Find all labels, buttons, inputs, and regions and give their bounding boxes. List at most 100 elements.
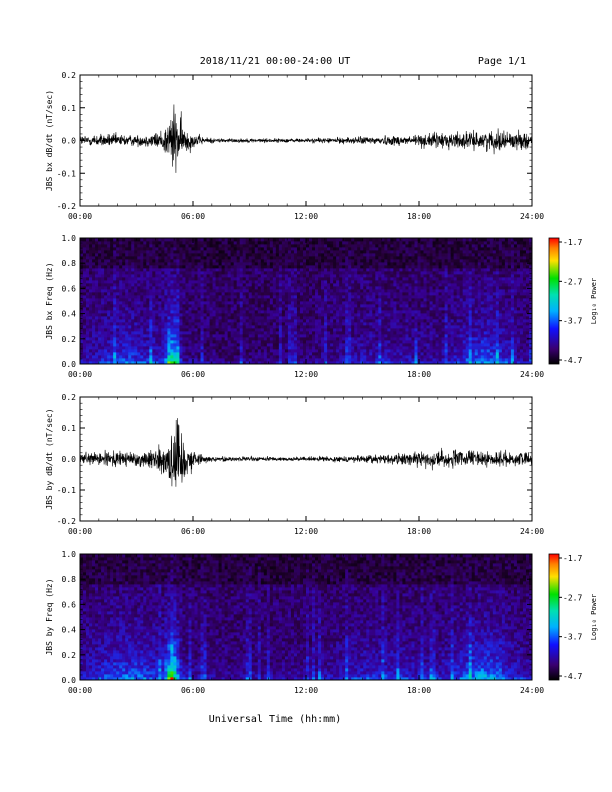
heatmap-cell (378, 280, 382, 284)
heatmap-cell (414, 244, 418, 248)
heatmap-cell (281, 256, 286, 260)
heatmap-cell (197, 250, 201, 254)
heatmap-cell (170, 274, 174, 278)
heatmap-cell (345, 310, 349, 314)
heatmap-cell (113, 310, 117, 314)
heatmap-cell (239, 340, 244, 344)
heatmap-cell (384, 334, 388, 338)
heatmap-cell (348, 355, 352, 359)
heatmap-cell (269, 322, 274, 326)
heatmap-cell (284, 322, 289, 326)
heatmap-cell (342, 253, 346, 257)
heatmap-cell (221, 295, 226, 299)
heatmap-cell (101, 331, 105, 335)
heatmap-cell (405, 343, 409, 347)
heatmap-cell (209, 256, 213, 260)
heatmap-cell (191, 271, 195, 275)
heatmap-cell (251, 331, 256, 335)
heatmap-cell (110, 307, 114, 311)
heatmap-cell (164, 241, 168, 245)
heatmap-cell (221, 244, 226, 248)
heatmap-cell (86, 292, 90, 296)
heatmap-cell (336, 259, 340, 263)
heatmap-cell (92, 286, 96, 290)
heatmap-cell (86, 295, 90, 299)
heatmap-cell (98, 289, 102, 293)
heatmap-cell (351, 250, 355, 254)
heatmap-cell (188, 259, 192, 263)
heatmap-cell (137, 322, 141, 326)
heatmap-cell (420, 352, 424, 356)
heatmap-cell (327, 283, 331, 287)
heatmap-cell (86, 313, 90, 317)
heatmap-cell (402, 247, 406, 251)
heatmap-cell (354, 253, 358, 257)
heatmap-cell (143, 355, 147, 359)
heatmap-cell (375, 298, 379, 302)
heatmap-cell (278, 358, 283, 362)
heatmap-cell (399, 280, 403, 284)
heatmap-cell (296, 292, 301, 296)
heatmap-cell (393, 355, 397, 359)
heatmap-cell (263, 358, 268, 362)
heatmap-cell (266, 328, 271, 332)
heatmap-cell (179, 289, 183, 293)
heatmap-cell (423, 295, 427, 299)
heatmap-cell (357, 310, 361, 314)
heatmap-cell (221, 271, 226, 275)
heatmap-cell (330, 334, 334, 338)
heatmap-cell (342, 334, 346, 338)
heatmap-cell (333, 265, 337, 269)
heatmap-cell (266, 316, 271, 320)
heatmap-cell (143, 301, 147, 305)
heatmap-cell (209, 304, 213, 308)
heatmap-cell (155, 268, 159, 272)
heatmap-cell (173, 346, 177, 350)
heatmap-cell (110, 280, 114, 284)
heatmap-cell (209, 253, 213, 257)
heatmap-cell (83, 304, 87, 308)
heatmap-cell (324, 310, 328, 314)
heatmap-cell (408, 307, 412, 311)
heatmap-cell (110, 238, 114, 242)
heatmap-cell (324, 319, 328, 323)
heatmap-cell (152, 307, 156, 311)
heatmap-cell (188, 289, 192, 293)
heatmap-cell (296, 304, 301, 308)
heatmap-cell (131, 319, 135, 323)
heatmap-cell (137, 301, 141, 305)
heatmap-cell (224, 349, 229, 353)
heatmap-cell (257, 283, 262, 287)
heatmap-cell (360, 241, 364, 245)
heatmap-cell (128, 292, 132, 296)
heatmap-cell (302, 277, 307, 281)
heatmap-cell (248, 247, 253, 251)
heatmap-cell (164, 292, 168, 296)
heatmap-cell (321, 358, 325, 362)
heatmap-cell (80, 316, 84, 320)
heatmap-cell (164, 337, 168, 341)
heatmap-cell (402, 337, 406, 341)
heatmap-cell (131, 325, 135, 329)
heatmap-cell (110, 253, 114, 257)
heatmap-cell (345, 265, 349, 269)
heatmap-cell (179, 286, 183, 290)
heatmap-cell (125, 250, 129, 254)
heatmap-cell (324, 328, 328, 332)
heatmap-cell (278, 268, 283, 272)
heatmap-cell (405, 301, 409, 305)
heatmap-cell (324, 307, 328, 311)
heatmap-cell (92, 256, 96, 260)
heatmap-cell (143, 349, 147, 353)
heatmap-cell (233, 256, 238, 260)
heatmap-cell (336, 241, 340, 245)
heatmap-cell (351, 271, 355, 275)
heatmap-cell (173, 238, 177, 242)
heatmap-cell (336, 253, 340, 257)
heatmap-cell (420, 262, 424, 266)
heatmap-cell (170, 256, 174, 260)
heatmap-cell (387, 268, 391, 272)
heatmap-cell (152, 361, 156, 365)
heatmap-cell (110, 256, 114, 260)
heatmap-cell (278, 319, 283, 323)
